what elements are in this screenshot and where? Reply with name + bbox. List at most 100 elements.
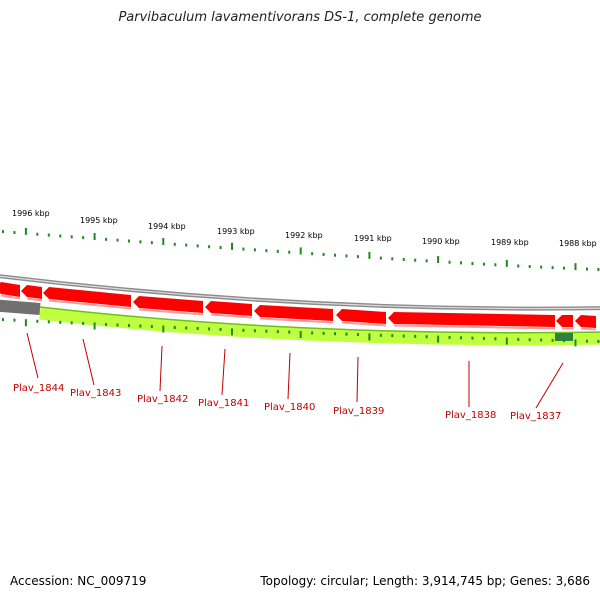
kbp-tick-top — [253, 248, 256, 252]
kbp-tick-bottom — [219, 327, 222, 331]
kbp-tick-top — [528, 265, 531, 269]
kbp-tick-bottom — [105, 323, 108, 327]
kbp-tick-bottom — [540, 338, 543, 342]
kbp-tick-bottom — [2, 318, 4, 322]
kbp-tick-bottom — [528, 338, 531, 342]
kbp-tick-top — [13, 231, 16, 235]
kbp-tick-bottom — [585, 339, 588, 343]
gene-label: Plav_1842 — [137, 394, 188, 405]
kbp-tick-top — [517, 264, 520, 268]
kbp-tick-top — [471, 262, 474, 266]
kbp-tick-top — [322, 252, 325, 256]
gene-arrow — [0, 282, 20, 297]
kbp-tick-bottom — [574, 339, 577, 347]
kbp-label: 1996 kbp — [12, 209, 50, 218]
kbp-tick-bottom — [196, 326, 199, 330]
kbp-tick-top — [82, 236, 85, 240]
kbp-tick-top — [242, 247, 245, 251]
backbone-highlight — [0, 275, 600, 310]
kbp-tick-bottom — [299, 330, 302, 338]
kbp-tick-bottom — [242, 328, 245, 332]
kbp-tick-top — [105, 237, 108, 241]
kbp-tick-bottom — [36, 319, 39, 323]
kbp-tick-top — [437, 256, 440, 264]
kbp-tick-bottom — [276, 330, 279, 334]
kbp-tick-bottom — [24, 319, 27, 327]
leader-line — [159, 345, 163, 392]
kbp-tick-top — [402, 257, 405, 261]
kbp-tick-top — [345, 254, 348, 258]
kbp-tick-top — [288, 250, 291, 254]
kbp-tick-top — [116, 238, 119, 242]
kbp-tick-bottom — [414, 334, 417, 338]
gene-arrow-shadow — [48, 299, 132, 310]
gene-arrow-shadow — [0, 294, 21, 300]
kbp-tick-top — [150, 241, 153, 245]
gene-arrow — [43, 287, 131, 307]
kbp-tick-bottom — [150, 325, 153, 329]
gene-arrow-shadow — [341, 321, 387, 327]
kbp-tick-top — [70, 235, 73, 239]
kbp-tick-top — [460, 261, 462, 265]
kbp-tick-bottom — [208, 327, 211, 331]
gene-arrow — [556, 315, 573, 327]
gene-arrow-shadow — [138, 308, 204, 316]
kbp-tick-bottom — [334, 332, 337, 336]
gene-label: Plav_1839 — [333, 406, 384, 417]
kbp-ticks-top — [2, 227, 600, 271]
kbp-tick-top — [173, 242, 176, 246]
kbp-tick-top — [24, 227, 27, 235]
kbp-tick-top — [299, 247, 302, 255]
kbp-tick-bottom — [437, 335, 440, 343]
kbp-tick-bottom — [505, 337, 508, 345]
gene-arrow-shadow — [210, 313, 253, 319]
gene-arrow — [388, 312, 555, 327]
kbp-tick-bottom — [311, 331, 314, 335]
gene-label: Plav_1843 — [70, 388, 121, 399]
gene-arrow — [21, 285, 42, 299]
kbp-label: 1992 kbp — [285, 231, 323, 240]
kbp-tick-bottom — [471, 336, 474, 340]
kbp-tick-top — [127, 239, 130, 243]
kbp-tick-top — [36, 232, 39, 236]
gene-arrows — [0, 282, 597, 331]
kbp-tick-top — [551, 266, 554, 270]
kbp-tick-top — [540, 265, 543, 269]
kbp-tick-top — [311, 252, 314, 256]
leader-line — [26, 332, 39, 379]
kbp-tick-top — [185, 243, 188, 247]
kbp-tick-top — [219, 246, 222, 250]
gene-arrow-shadow — [393, 324, 556, 330]
gene-label: Plav_1844 — [13, 383, 64, 394]
kbp-tick-top — [563, 266, 566, 270]
kbp-tick-top — [276, 249, 279, 253]
kbp-tick-top — [585, 267, 588, 271]
kbp-tick-top — [196, 244, 199, 248]
gene-arrow-shadow — [259, 317, 334, 324]
gene-label: Plav_1840 — [264, 402, 315, 413]
gene-arrow — [205, 301, 252, 316]
kbp-tick-bottom — [253, 329, 256, 333]
leader-line — [287, 352, 291, 400]
feature-dark-block — [555, 333, 573, 341]
kbp-label: 1989 kbp — [491, 238, 529, 247]
kbp-tick-bottom — [345, 332, 348, 336]
genome-stats-text: Topology: circular; Length: 3,914,745 bp… — [260, 574, 590, 588]
kbp-tick-bottom — [482, 336, 485, 340]
kbp-tick-bottom — [13, 318, 16, 322]
kbp-tick-bottom — [59, 320, 62, 324]
kbp-tick-top — [574, 263, 577, 271]
kbp-label: 1991 kbp — [354, 234, 392, 243]
kbp-tick-top — [482, 262, 485, 266]
kbp-tick-bottom — [265, 329, 268, 333]
kbp-tick-bottom — [116, 323, 119, 327]
leader-line — [82, 338, 95, 386]
accession-text: Accession: NC_009719 — [10, 574, 147, 588]
gene-arrow-shadow — [580, 327, 597, 331]
kbp-tick-bottom — [70, 321, 73, 325]
kbp-tick-top — [379, 256, 382, 260]
kbp-tick-bottom — [139, 324, 142, 328]
kbp-tick-top — [425, 259, 428, 263]
kbp-tick-top — [448, 260, 451, 264]
kbp-tick-bottom — [288, 330, 291, 334]
